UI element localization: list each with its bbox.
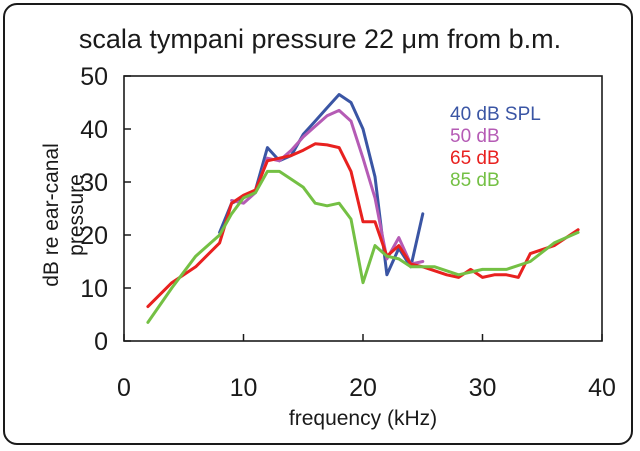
x-tick-label: 40 [588,374,616,402]
legend-entry-3: 85 dB [450,170,500,191]
y-tick-label: 50 [80,63,108,91]
legend-entry-0: 40 dB SPL [450,104,541,125]
x-axis-label: frequency (kHz) [289,407,437,430]
chart-title: scala tympani pressure 22 μm from b.m. [79,24,561,54]
y-tick-label: 40 [80,116,108,144]
x-tick-labels: 0 10 20 30 40 [117,334,616,402]
y-tick-label: 30 [80,169,108,197]
y-tick-labels: 0 10 20 30 40 50 [80,63,131,356]
series-line-1 [230,108,425,266]
y-axis-label-line2: pressure [65,174,88,256]
legend-entry-1: 50 dB [450,126,500,147]
y-tick-label: 10 [80,275,108,303]
x-tick-label: 20 [349,374,377,402]
legend-entry-2: 65 dB [450,148,500,169]
y-tick-label: 0 [94,328,108,356]
y-axis-label-line1: dB re ear-canal [40,143,63,287]
y-axis-label: dB re ear-canal pressure [40,143,88,287]
series-line-3 [146,169,580,324]
series-layer [146,93,580,324]
x-tick-label: 0 [117,374,131,402]
x-tick-label: 30 [469,374,497,402]
series-line-2 [146,142,580,309]
x-tick-label: 10 [230,374,258,402]
y-tick-label: 20 [80,222,108,250]
